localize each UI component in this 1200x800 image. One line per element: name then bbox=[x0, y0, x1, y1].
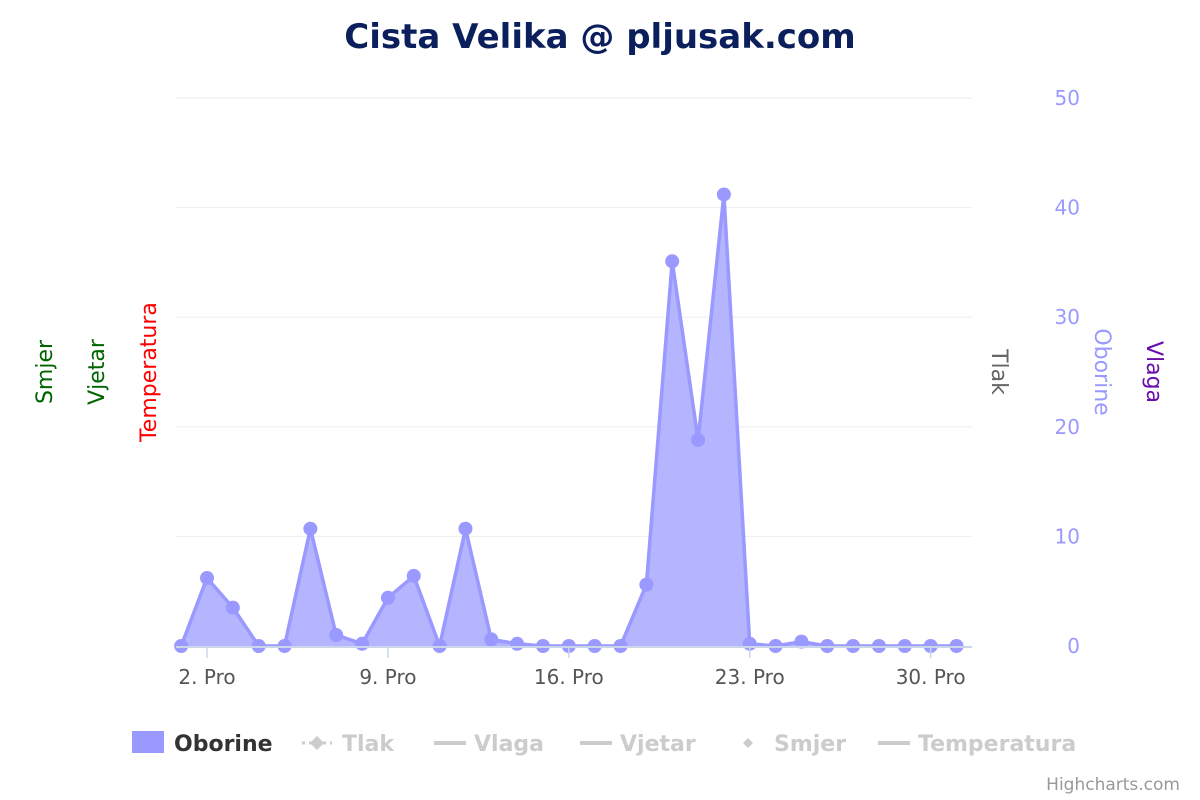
legend-item-vlaga[interactable]: Vlaga bbox=[434, 732, 544, 757]
axis-title-smjer: Smjer bbox=[33, 339, 58, 404]
data-point[interactable] bbox=[510, 636, 525, 651]
data-point[interactable] bbox=[716, 187, 731, 202]
x-tick-label: 16. Pro bbox=[534, 665, 604, 689]
y-tick-label: 50 bbox=[1055, 86, 1080, 110]
data-point[interactable] bbox=[380, 590, 395, 605]
axis-title-vlaga: Vlaga bbox=[1141, 341, 1166, 403]
legend-item-smjer[interactable]: Smjer bbox=[743, 732, 846, 757]
chart-title: Cista Velika @ pljusak.com bbox=[344, 17, 855, 57]
legend-item-oborine[interactable]: Oborine bbox=[132, 731, 273, 757]
data-point[interactable] bbox=[691, 432, 706, 447]
data-point[interactable] bbox=[484, 632, 499, 647]
legend: Oborine Tlak Vlaga Vjetar Smjer Temperatura bbox=[132, 731, 1076, 757]
axis-title-tlak: Tlak bbox=[986, 348, 1011, 395]
legend-item-vjetar[interactable]: Vjetar bbox=[580, 732, 696, 757]
data-point[interactable] bbox=[303, 521, 318, 536]
legend-item-tlak[interactable]: Tlak bbox=[302, 732, 395, 757]
plot-area bbox=[174, 187, 964, 653]
x-tick-label: 9. Pro bbox=[359, 665, 416, 689]
data-point[interactable] bbox=[329, 628, 344, 643]
svg-text:Vlaga: Vlaga bbox=[474, 732, 544, 757]
svg-text:Tlak: Tlak bbox=[342, 732, 395, 757]
y-tick-label: 0 bbox=[1067, 634, 1080, 658]
data-point[interactable] bbox=[794, 634, 809, 649]
y-tick-label: 40 bbox=[1055, 196, 1080, 220]
svg-text:Smjer: Smjer bbox=[774, 732, 846, 757]
grid bbox=[176, 97, 972, 537]
credits-link[interactable]: Highcharts.com bbox=[1046, 775, 1180, 795]
data-point[interactable] bbox=[639, 577, 654, 592]
y-tick-label: 20 bbox=[1055, 415, 1080, 439]
data-point[interactable] bbox=[406, 568, 421, 583]
y-axis-oborine: 0 10 20 30 40 50 bbox=[1055, 86, 1080, 658]
x-axis: 2. Pro 9. Pro 16. Pro 23. Pro 30. Pro bbox=[176, 646, 972, 689]
y-tick-label: 10 bbox=[1055, 524, 1080, 548]
data-point[interactable] bbox=[355, 636, 370, 651]
x-tick-label: 30. Pro bbox=[896, 665, 966, 689]
legend-item-temperatura[interactable]: Temperatura bbox=[878, 732, 1076, 757]
series-area-oborine bbox=[181, 194, 957, 646]
data-point[interactable] bbox=[200, 571, 215, 586]
axis-title-vjetar: Vjetar bbox=[85, 338, 110, 405]
svg-text:Vjetar: Vjetar bbox=[620, 732, 696, 757]
svg-text:Temperatura: Temperatura bbox=[918, 732, 1076, 757]
data-point[interactable] bbox=[225, 600, 240, 615]
series-line-oborine bbox=[179, 192, 957, 648]
svg-text:Oborine: Oborine bbox=[174, 732, 273, 757]
data-point[interactable] bbox=[665, 254, 680, 269]
data-point[interactable] bbox=[458, 521, 473, 536]
axis-title-temperatura: Temperatura bbox=[137, 302, 162, 443]
y-tick-label: 30 bbox=[1055, 305, 1080, 329]
x-tick-label: 23. Pro bbox=[715, 665, 785, 689]
x-tick-label: 2. Pro bbox=[178, 665, 235, 689]
axis-title-oborine: Oborine bbox=[1089, 328, 1114, 415]
